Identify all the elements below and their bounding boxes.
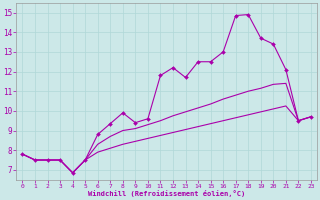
X-axis label: Windchill (Refroidissement éolien,°C): Windchill (Refroidissement éolien,°C) bbox=[88, 190, 245, 197]
